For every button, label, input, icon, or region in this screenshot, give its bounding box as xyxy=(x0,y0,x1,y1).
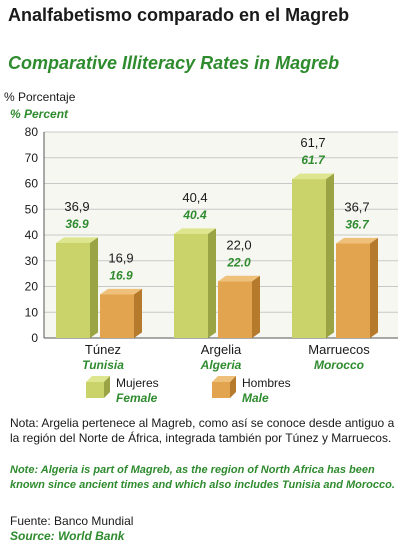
x-tick-label-english: Morocco xyxy=(314,358,364,372)
bar-top-female xyxy=(56,237,98,243)
bar-top-male xyxy=(336,237,378,244)
x-tick-label: Argelia xyxy=(201,342,242,357)
source-text-english: Source: World Bank xyxy=(10,529,125,543)
source-text: Fuente: Banco Mundial xyxy=(10,514,134,528)
x-tick-label-english: Algeria xyxy=(200,358,242,372)
y-tick-label: 20 xyxy=(25,280,39,294)
bar-side-female xyxy=(90,237,98,338)
bar-top-female xyxy=(292,173,334,180)
y-axis-label-english: % Percent xyxy=(10,107,69,121)
legend-swatch-male xyxy=(212,376,236,398)
x-tick-label: Marruecos xyxy=(308,342,370,357)
legend-label-female-english: Female xyxy=(116,391,158,405)
bar-top-male xyxy=(100,288,142,295)
y-tick-label: 30 xyxy=(25,254,39,268)
chart-title: Analfabetismo comparado en el Magreb xyxy=(8,5,350,25)
data-label-female-english: 36.9 xyxy=(65,217,89,231)
x-tick-label-english: Tunisia xyxy=(82,358,124,372)
x-tick-label: Túnez xyxy=(85,342,121,357)
data-label-male-english: 36.7 xyxy=(345,217,370,231)
bar-male xyxy=(100,294,134,338)
legend-swatch-female xyxy=(86,376,110,398)
data-label-male-english: 22.0 xyxy=(226,255,251,269)
y-tick-label: 70 xyxy=(25,151,39,165)
chart-title-english: Comparative Illiteracy Rates in Magreb xyxy=(8,53,340,73)
bar-male xyxy=(218,281,252,338)
y-tick-label: 60 xyxy=(25,177,39,191)
data-label-female-english: 40.4 xyxy=(182,208,207,222)
bar-side-female xyxy=(208,228,216,338)
y-axis-label: % Porcentaje xyxy=(4,90,76,104)
data-label-male: 22,0 xyxy=(226,237,251,252)
y-tick-label: 40 xyxy=(25,228,39,242)
data-label-female: 40,4 xyxy=(182,190,207,205)
note-text-english: Note: Algeria is part of Magreb, as the … xyxy=(10,464,395,491)
legend-label-female: Mujeres xyxy=(116,376,159,390)
legend-label-male: Hombres xyxy=(242,376,291,390)
data-label-female: 61,7 xyxy=(300,135,325,150)
bar-female xyxy=(292,179,326,338)
data-label-female-english: 61.7 xyxy=(301,153,326,167)
bar-male xyxy=(336,243,370,338)
data-label-male: 36,7 xyxy=(344,199,369,214)
bar-side-male xyxy=(252,275,260,338)
legend-item-male: Hombres Male xyxy=(212,376,291,406)
data-label-female: 36,9 xyxy=(64,199,89,214)
bar-female xyxy=(56,242,90,338)
bar-side-female xyxy=(326,173,334,338)
data-label-male-english: 16.9 xyxy=(109,268,133,282)
y-tick-label: 0 xyxy=(31,331,38,345)
bar-chart: 0 10 20 30 40 50 60 70 80 36,9 36.9 16,9 16.9 TúnezTu… xyxy=(25,125,398,372)
data-label-male: 16,9 xyxy=(108,250,133,265)
bar-female xyxy=(174,233,208,338)
legend-item-female: Mujeres Female xyxy=(86,376,159,406)
note-text: Nota: Argelia pertenece al Magreb, como … xyxy=(10,416,395,445)
y-tick-label: 80 xyxy=(25,125,39,139)
bar-side-male xyxy=(134,288,142,338)
legend-label-male-english: Male xyxy=(242,391,269,405)
y-tick-label: 50 xyxy=(25,202,39,216)
bar-top-male xyxy=(218,275,260,282)
bar-top-female xyxy=(174,228,216,234)
y-tick-label: 10 xyxy=(25,305,39,319)
bar-side-male xyxy=(370,237,378,338)
